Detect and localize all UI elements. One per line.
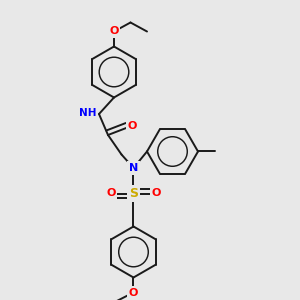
Text: O: O: [106, 188, 116, 199]
Text: N: N: [129, 163, 138, 173]
Text: O: O: [129, 288, 138, 298]
Text: S: S: [129, 187, 138, 200]
Text: O: O: [109, 26, 119, 37]
Text: O: O: [128, 121, 137, 131]
Text: O: O: [151, 188, 161, 199]
Text: NH: NH: [79, 108, 96, 118]
